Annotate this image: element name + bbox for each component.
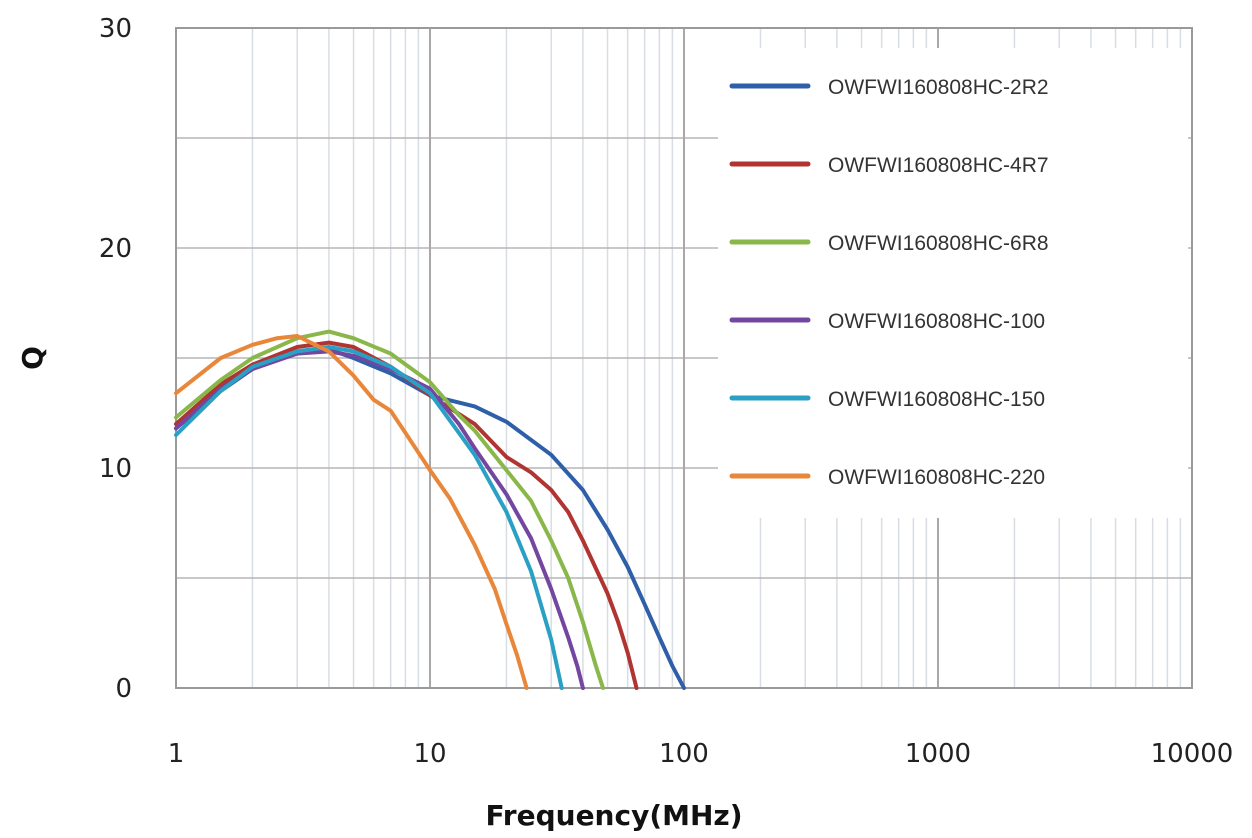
y-tick-label: 0: [115, 674, 132, 704]
legend: OWFWI160808HC-2R2 OWFWI160808HC-4R7 OWFWI1…: [718, 48, 1188, 518]
y-tick-label: 10: [99, 454, 132, 484]
legend-entry-label: OWFWI160808HC-100: [828, 310, 1045, 333]
series-line: [174, 334, 529, 690]
legend-entry-label: OWFWI160808HC-6R8: [828, 232, 1049, 255]
series-line: [174, 340, 639, 690]
series-line: [174, 329, 605, 690]
legend-entry-label: OWFWI160808HC-150: [828, 388, 1045, 411]
x-tick-label: 10000: [1151, 739, 1234, 769]
legend-entry-label: OWFWI160808HC-220: [828, 466, 1045, 489]
x-tick-labels: 1 10 100 1000 10000: [168, 739, 1234, 769]
y-tick-labels: 0 10 20 30: [99, 14, 132, 704]
series-line: [174, 349, 585, 690]
legend-background: [718, 48, 1188, 518]
x-tick-label: 1000: [905, 739, 971, 769]
y-axis-label: Q: [16, 346, 49, 370]
series-lines: [174, 329, 686, 690]
x-axis-label: Frequency(MHz): [485, 799, 742, 832]
legend-entry-label: OWFWI160808HC-2R2: [828, 76, 1049, 99]
y-tick-label: 20: [99, 234, 132, 264]
series-line: [174, 345, 564, 690]
x-tick-label: 100: [659, 739, 709, 769]
x-tick-label: 1: [168, 739, 185, 769]
y-tick-label: 30: [99, 14, 132, 44]
x-tick-label: 10: [413, 739, 446, 769]
legend-entry-label: OWFWI160808HC-4R7: [828, 154, 1049, 177]
